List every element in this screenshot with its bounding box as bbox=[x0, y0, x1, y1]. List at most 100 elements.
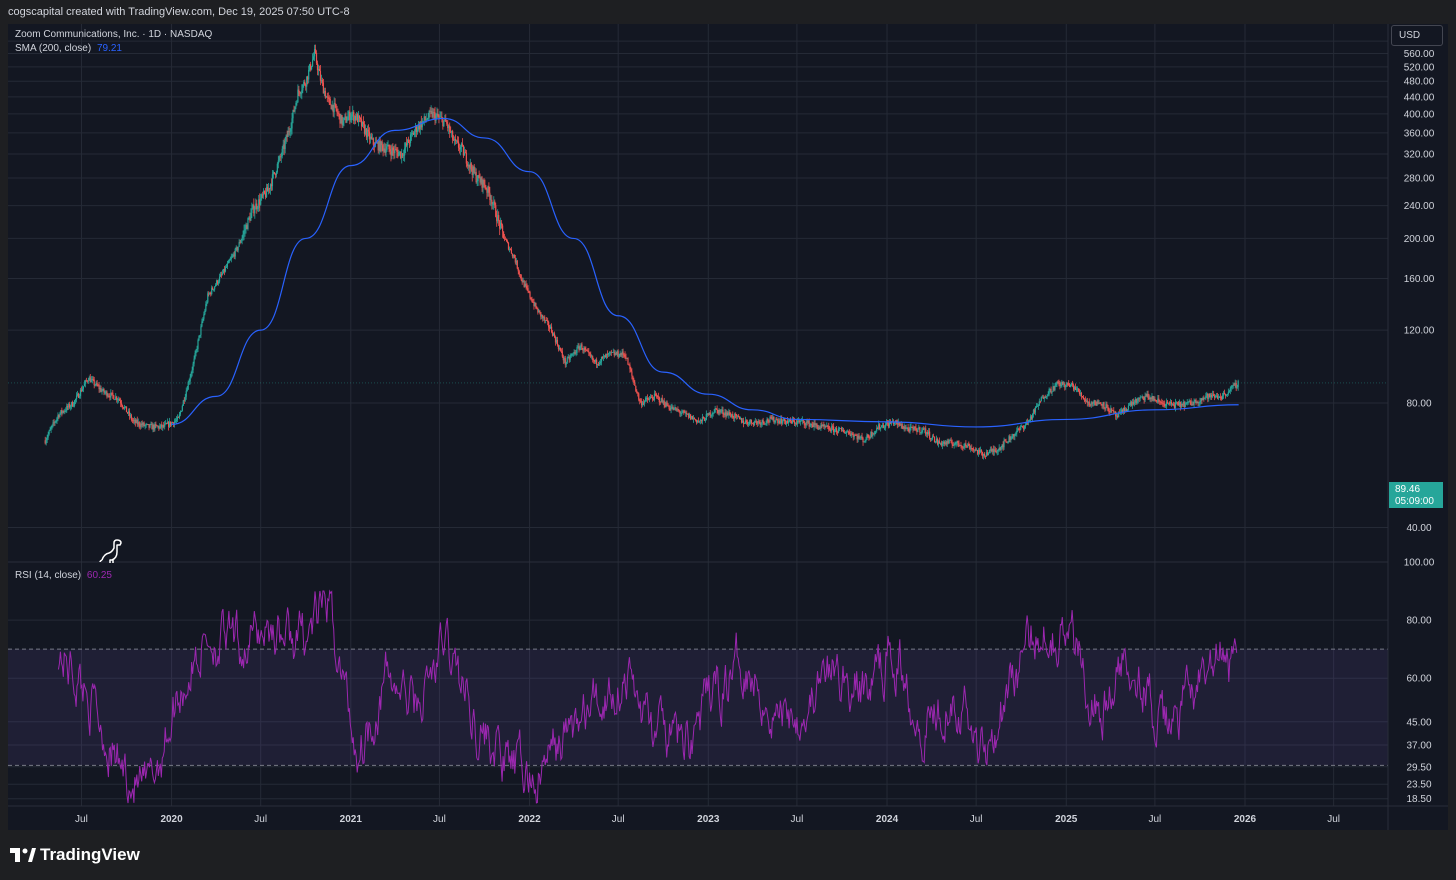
candle-body bbox=[700, 419, 703, 422]
chart-canvas[interactable]: Jul 2020 Jul 2021 Jul 2022 Jul 2023 Jul 2024 Jul 20… bbox=[8, 24, 1448, 830]
candle-body bbox=[766, 419, 768, 423]
candle-body bbox=[260, 198, 262, 205]
x-tick-label: 2026 bbox=[1234, 814, 1257, 825]
sma-legend[interactable]: SMA (200, close) 79.21 bbox=[15, 43, 122, 54]
candle-body bbox=[674, 407, 676, 409]
candle-body bbox=[643, 402, 645, 404]
candle-body bbox=[154, 424, 156, 430]
candle-body bbox=[359, 115, 361, 119]
candle-body bbox=[1223, 392, 1226, 394]
candle-body bbox=[1219, 396, 1222, 398]
chart-frame[interactable]: Jul 2020 Jul 2021 Jul 2022 Jul 2023 Jul 2024 Jul 20… bbox=[8, 24, 1448, 830]
candle-body bbox=[990, 449, 992, 452]
candle-body bbox=[512, 254, 514, 257]
candle-body bbox=[582, 349, 584, 351]
price-tick-label: 560.00 bbox=[1404, 49, 1435, 60]
candle-body bbox=[258, 199, 260, 208]
candle-body bbox=[1142, 396, 1144, 399]
candle-body bbox=[694, 419, 697, 421]
candle-body bbox=[769, 417, 771, 422]
candle-body bbox=[614, 353, 616, 356]
candle-body bbox=[689, 414, 691, 418]
candle-body bbox=[1096, 401, 1098, 406]
candle-body bbox=[865, 439, 867, 441]
candle-body bbox=[253, 204, 255, 214]
candle-body bbox=[122, 407, 125, 409]
candle-body bbox=[882, 425, 884, 427]
candle-body bbox=[511, 253, 514, 257]
candle-body bbox=[914, 426, 916, 428]
candle-body bbox=[787, 420, 789, 423]
candle-body bbox=[278, 156, 280, 161]
candle-body bbox=[703, 418, 705, 421]
candle-body bbox=[1202, 397, 1204, 401]
candle-body bbox=[696, 420, 699, 423]
candle-body bbox=[958, 443, 960, 446]
rsi-legend[interactable]: RSI (14, close) 60.25 bbox=[15, 570, 112, 581]
candle-body bbox=[101, 390, 103, 392]
candle-body bbox=[1226, 394, 1228, 395]
candle-body bbox=[1058, 382, 1060, 384]
candle-body bbox=[806, 421, 808, 423]
candle-body bbox=[89, 377, 91, 383]
candle-body bbox=[955, 442, 957, 444]
candle-body bbox=[246, 225, 248, 230]
candle-body bbox=[115, 396, 117, 400]
candle-body bbox=[625, 356, 627, 359]
candle-body bbox=[680, 413, 682, 415]
candle-body bbox=[176, 417, 179, 420]
candle-body bbox=[1147, 393, 1149, 398]
candle-body bbox=[835, 428, 838, 433]
candle-body bbox=[883, 427, 886, 429]
candle-body bbox=[347, 116, 349, 121]
candle-body bbox=[1043, 397, 1045, 399]
candle-body bbox=[529, 292, 531, 298]
candle-body bbox=[863, 441, 865, 443]
candle-body bbox=[370, 136, 372, 139]
candle-body bbox=[1029, 416, 1032, 421]
candle-body bbox=[194, 353, 196, 359]
candle-body bbox=[204, 310, 206, 315]
candle-body bbox=[454, 138, 456, 141]
candle-body bbox=[544, 317, 546, 321]
candle-body bbox=[633, 379, 635, 384]
tradingview-logo[interactable]: TradingView bbox=[10, 845, 140, 865]
candle-body bbox=[556, 339, 559, 346]
candle-body bbox=[1186, 402, 1188, 404]
candle-body bbox=[1003, 440, 1005, 448]
price-tick-label: 360.00 bbox=[1404, 128, 1435, 139]
candle-body bbox=[1086, 400, 1088, 403]
candle-body bbox=[150, 424, 152, 425]
candle-body bbox=[1207, 393, 1209, 399]
candle-body bbox=[930, 438, 933, 440]
candle-body bbox=[963, 446, 965, 448]
currency-button[interactable]: USD bbox=[1391, 25, 1443, 46]
candle-body bbox=[326, 96, 328, 98]
candle-body bbox=[531, 299, 533, 303]
candle-body bbox=[134, 419, 136, 423]
candle-body bbox=[812, 425, 814, 427]
candle-body bbox=[727, 412, 729, 416]
candle-body bbox=[918, 427, 920, 430]
candle-body bbox=[1191, 404, 1193, 406]
candle-body bbox=[840, 427, 843, 431]
candle-body bbox=[552, 333, 555, 336]
candle-body bbox=[256, 203, 258, 209]
candle-body bbox=[994, 449, 996, 451]
candle-body bbox=[564, 358, 566, 365]
candle-body bbox=[1125, 409, 1128, 412]
candle-body bbox=[724, 412, 726, 415]
candle-body bbox=[824, 426, 826, 428]
candle-body bbox=[120, 400, 122, 404]
candle-body bbox=[1133, 402, 1135, 405]
candle-body bbox=[530, 297, 532, 300]
candle-body bbox=[428, 111, 430, 118]
candle-body bbox=[131, 419, 133, 421]
candle-body bbox=[951, 442, 953, 445]
candle-body bbox=[1045, 396, 1047, 398]
candle-body bbox=[1072, 382, 1074, 386]
candle-body bbox=[879, 424, 881, 429]
candle-body bbox=[786, 420, 788, 424]
candle-body bbox=[353, 111, 355, 121]
symbol-legend[interactable]: Zoom Communications, Inc. · 1D · NASDAQ bbox=[15, 29, 212, 40]
